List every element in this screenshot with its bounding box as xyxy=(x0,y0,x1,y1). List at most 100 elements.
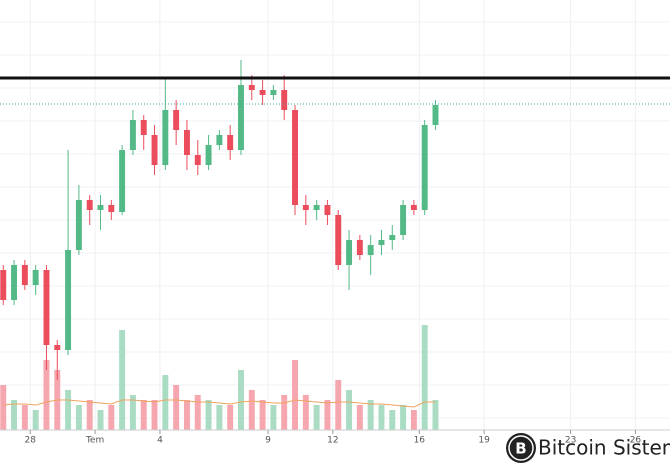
volume-bar xyxy=(346,390,353,430)
candle-body xyxy=(129,120,136,150)
candle-body xyxy=(227,135,234,150)
candle-body xyxy=(335,215,342,265)
candle-body xyxy=(162,110,169,165)
volume-bar xyxy=(378,405,385,430)
volume-bar xyxy=(410,410,417,430)
x-tick-label: 23 xyxy=(565,436,576,446)
candle-body xyxy=(54,345,61,350)
candle-body xyxy=(270,90,277,95)
logo-symbol: B xyxy=(515,440,526,458)
volume-bar xyxy=(129,395,136,430)
volume-bar xyxy=(421,325,428,430)
candle-body xyxy=(400,205,407,235)
candle-body xyxy=(281,90,288,110)
volume-bar xyxy=(97,410,104,430)
candle-body xyxy=(205,145,212,165)
volume-bar xyxy=(75,405,82,430)
volume-ma xyxy=(3,399,436,408)
volume-bar xyxy=(65,390,72,430)
volume-bar xyxy=(194,395,201,430)
candle-body xyxy=(21,265,28,285)
candle-body xyxy=(86,200,93,210)
volume-bar xyxy=(292,360,298,430)
candle-body xyxy=(410,205,417,210)
x-tick-label: 16 xyxy=(414,436,426,446)
volume-bar xyxy=(151,400,158,430)
volume-bar xyxy=(11,400,18,430)
candle-body xyxy=(356,240,363,255)
candle-body xyxy=(292,110,298,205)
volume-panel xyxy=(0,325,439,430)
candle-body xyxy=(324,205,331,215)
volume-bar xyxy=(140,400,147,430)
candle-body xyxy=(432,105,439,125)
candle-body xyxy=(302,205,309,210)
x-tick-label: 4 xyxy=(157,436,163,446)
x-axis: 28 Tem 4 9 12 16 19 23 26 xyxy=(0,429,670,446)
volume-bar xyxy=(270,405,277,430)
watermark-text: Bitcoin Sistemi xyxy=(538,436,670,460)
volume-bar xyxy=(183,400,190,430)
x-tick-label: 28 xyxy=(25,436,37,446)
candle-body xyxy=(65,250,72,350)
volume-bar xyxy=(389,410,396,430)
volume-bar xyxy=(324,400,331,430)
candle-body xyxy=(421,125,428,210)
candle-body xyxy=(194,155,201,165)
candle-body xyxy=(151,135,158,165)
volume-bar xyxy=(248,390,255,430)
candle-body xyxy=(367,245,374,255)
candle-body xyxy=(32,270,39,285)
candle-body xyxy=(313,205,320,210)
candle-body xyxy=(389,235,396,240)
candle-body xyxy=(346,240,353,265)
volume-bar xyxy=(162,375,169,430)
volume-bar xyxy=(302,395,309,430)
candle-body xyxy=(248,85,255,90)
candle-body xyxy=(43,270,50,345)
candle-body xyxy=(216,135,223,145)
volume-bar xyxy=(21,405,28,430)
grid xyxy=(0,0,670,430)
candle-body xyxy=(0,270,7,300)
volume-bar xyxy=(281,395,288,430)
logo xyxy=(506,433,536,463)
volume-bar xyxy=(335,380,342,430)
candle-body xyxy=(238,85,244,150)
volume-bar xyxy=(313,405,320,430)
volume-bar xyxy=(43,360,50,430)
volume-bar xyxy=(238,370,244,430)
volume-bar xyxy=(227,405,234,430)
volume-bar xyxy=(205,400,212,430)
volume-bar xyxy=(0,385,7,430)
x-tick-label: 12 xyxy=(327,436,338,446)
watermark: B Bitcoin Sistemi xyxy=(506,433,670,463)
candle-body xyxy=(11,265,18,300)
volume-bar xyxy=(356,405,363,430)
volume-bar xyxy=(32,410,39,430)
volume-bar xyxy=(173,385,180,430)
x-tick-label: 26 xyxy=(630,436,642,446)
volume-bar xyxy=(432,400,439,430)
candle-body xyxy=(173,110,180,130)
volume-bar xyxy=(108,405,115,430)
volume-bar xyxy=(86,400,93,430)
candle-body xyxy=(259,90,266,95)
candle-body xyxy=(75,200,82,250)
volume-bar xyxy=(216,405,223,430)
volume-bar xyxy=(367,400,374,430)
logo-ring xyxy=(508,435,534,461)
candle-body xyxy=(183,130,190,155)
candle-body xyxy=(97,205,104,210)
volume-bar xyxy=(259,400,266,430)
price-panel xyxy=(0,60,670,380)
candle-body xyxy=(108,205,115,212)
x-tick-label: 9 xyxy=(265,436,271,446)
volume-bar xyxy=(400,405,407,430)
x-tick-label: 19 xyxy=(478,436,490,446)
candle-body xyxy=(119,150,126,212)
volume-bar xyxy=(119,330,126,430)
candle-body xyxy=(140,120,147,135)
